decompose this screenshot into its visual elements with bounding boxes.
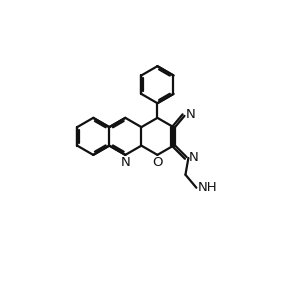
Text: O: O	[152, 156, 163, 170]
Text: N: N	[120, 156, 130, 170]
Text: N: N	[185, 108, 195, 121]
Text: N: N	[188, 151, 198, 164]
Text: NH: NH	[198, 181, 218, 194]
